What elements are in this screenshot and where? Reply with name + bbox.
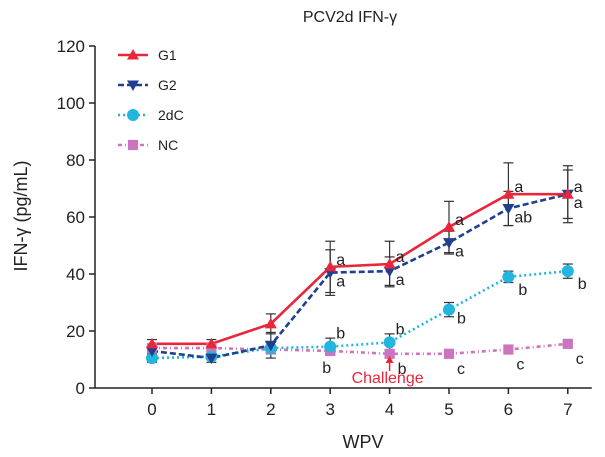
data-point-nc [503, 344, 514, 355]
data-point-nc [562, 338, 573, 349]
significance-label-nc: b [398, 361, 407, 378]
series-line-g1 [152, 192, 568, 346]
x-axis-title: WPV [342, 432, 383, 452]
legend-marker-nc [127, 139, 139, 151]
x-tick-label: 7 [563, 400, 572, 419]
x-tick-label: 3 [325, 400, 334, 419]
significance-label-2dc: b [518, 282, 527, 299]
data-point-g2 [205, 353, 218, 365]
significance-label-g1: a [514, 179, 523, 196]
annotations: Challenge [352, 356, 424, 387]
significance-label-nc: b [322, 360, 331, 377]
significance-label-g1: a [574, 179, 583, 196]
data-point-g1 [502, 188, 515, 199]
data-point-2dc [146, 352, 158, 365]
series-line-g2 [151, 192, 569, 360]
y-axis-title: IFN-γ (pg/mL) [11, 160, 31, 271]
data-point-2dc [324, 340, 337, 353]
legend: G1 G2 2dC NC [118, 47, 184, 153]
data-point-2dc [443, 303, 455, 316]
significance-label-g2: a [574, 195, 583, 212]
series-markers [146, 188, 574, 365]
significance-label-2dc: b [578, 276, 587, 293]
x-tick-label: 2 [266, 400, 275, 419]
legend-marker-g1 [127, 49, 139, 60]
data-point-2dc [561, 265, 574, 278]
data-point-g2 [443, 238, 455, 249]
significance-label-2dc: b [396, 321, 405, 338]
significance-label-2dc: b [336, 326, 345, 343]
significance-label-g2: a [396, 272, 405, 289]
y-tick-label: 0 [76, 379, 85, 398]
axes: 0 1 2 3 4 5 6 7 0 20 40 60 80 100 120 [57, 37, 592, 419]
x-tick-label: 5 [444, 400, 453, 419]
data-point-g2 [502, 203, 515, 215]
series-line-nc [152, 342, 568, 356]
x-tick-label: 4 [385, 400, 394, 419]
challenge-label: Challenge [352, 370, 424, 387]
significance-label-g1: a [396, 249, 405, 266]
data-point-g1 [205, 337, 218, 349]
legend-label-nc: NC [158, 137, 178, 153]
data-point-nc [443, 348, 455, 359]
significance-label-nc: c [457, 361, 465, 378]
challenge-arrowhead [385, 356, 394, 363]
significance-label-nc: c [516, 357, 524, 374]
data-point-g2 [146, 346, 158, 357]
significance-label-2dc: b [457, 311, 466, 328]
significance-label-g2: ab [514, 209, 532, 226]
significance-label-nc: c [576, 351, 584, 368]
significance-label-g1: a [455, 212, 464, 229]
series-lines [151, 192, 569, 360]
legend-marker-g2 [127, 80, 139, 91]
data-point-g1 [264, 317, 277, 329]
y-tick-label: 20 [66, 322, 85, 341]
y-tick-label: 100 [57, 94, 85, 113]
data-point-g1 [324, 260, 337, 272]
data-point-2dc [383, 336, 396, 349]
legend-label-g1: G1 [158, 47, 177, 63]
data-point-g2 [383, 266, 396, 278]
significance-label-g1: a [336, 252, 345, 269]
data-point-g1 [146, 337, 158, 349]
legend-marker-2dc [127, 109, 139, 121]
data-point-g1 [443, 220, 455, 232]
data-point-2dc [502, 270, 515, 283]
y-tick-label: 120 [57, 37, 85, 56]
legend-label-g2: G2 [158, 77, 177, 93]
data-point-g1 [383, 258, 396, 269]
y-tick-label: 60 [66, 208, 85, 227]
legend-label-2dc: 2dC [158, 107, 184, 123]
chart-title: PCV2d IFN-γ [303, 9, 397, 26]
y-tick-label: 80 [66, 151, 85, 170]
data-point-g2 [264, 340, 277, 352]
x-tick-label: 6 [504, 400, 513, 419]
x-tick-label: 1 [207, 400, 216, 419]
x-tick-label: 0 [147, 400, 156, 419]
data-point-nc [384, 348, 395, 359]
significance-label-g2: a [336, 274, 345, 291]
significance-label-g2: a [455, 244, 464, 261]
y-tick-label: 40 [66, 265, 85, 284]
data-point-g1 [561, 188, 574, 199]
